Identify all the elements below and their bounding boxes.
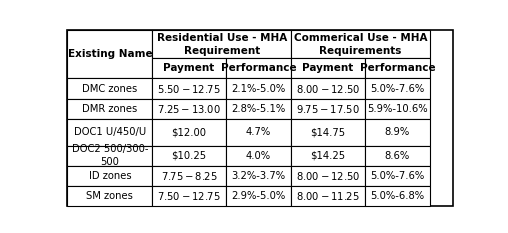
Text: 3.2%-3.7%: 3.2%-3.7% [231, 171, 285, 181]
Bar [68, 119, 152, 146]
Text: DMR zones: DMR zones [82, 103, 138, 113]
Text: $12.00: $12.00 [172, 127, 206, 137]
Text: Performance: Performance [220, 63, 296, 73]
Text: $7.50-$12.75: $7.50-$12.75 [157, 190, 221, 202]
Bar [226, 146, 291, 165]
Bar [365, 58, 430, 79]
Bar [68, 185, 152, 206]
Text: $5.50-$12.75: $5.50-$12.75 [157, 82, 221, 95]
Bar [152, 146, 226, 165]
Text: 2.1%-5.0%: 2.1%-5.0% [231, 83, 285, 93]
Text: $7.75-$8.25: $7.75-$8.25 [161, 170, 217, 182]
Bar [226, 79, 291, 99]
Text: Performance: Performance [360, 63, 435, 73]
Bar [365, 119, 430, 146]
Text: Existing Name: Existing Name [68, 49, 152, 59]
Text: SM zones: SM zones [86, 191, 133, 201]
Bar [291, 99, 365, 119]
Text: 5.9%-10.6%: 5.9%-10.6% [367, 103, 428, 113]
Bar [291, 146, 365, 165]
Text: $8.00-$12.50: $8.00-$12.50 [296, 82, 360, 95]
Text: $8.00-$12.50: $8.00-$12.50 [296, 170, 360, 182]
Text: $14.25: $14.25 [310, 151, 345, 161]
Bar [152, 30, 291, 58]
Bar [152, 79, 226, 99]
Text: 2.8%-5.1%: 2.8%-5.1% [231, 103, 285, 113]
Text: 4.7%: 4.7% [246, 127, 271, 137]
Bar [68, 30, 152, 79]
Text: 4.0%: 4.0% [246, 151, 271, 161]
Text: Payment: Payment [302, 63, 354, 73]
Bar [68, 146, 152, 165]
Bar [291, 165, 365, 185]
Bar [226, 119, 291, 146]
Bar [68, 165, 152, 185]
Text: $14.75: $14.75 [310, 127, 345, 137]
Bar [152, 58, 226, 79]
Bar [226, 185, 291, 206]
Bar [226, 58, 291, 79]
Text: DMC zones: DMC zones [82, 83, 138, 93]
Text: 5.0%-7.6%: 5.0%-7.6% [370, 171, 425, 181]
Text: DOC2 500/300-
500: DOC2 500/300- 500 [72, 144, 148, 167]
Bar [291, 119, 365, 146]
Text: ID zones: ID zones [88, 171, 131, 181]
Text: $10.25: $10.25 [171, 151, 207, 161]
Bar [152, 165, 226, 185]
Bar [365, 99, 430, 119]
Text: DOC1 U/450/U: DOC1 U/450/U [74, 127, 146, 137]
Text: Residential Use - MHA
Requirement: Residential Use - MHA Requirement [156, 33, 287, 56]
Bar [152, 99, 226, 119]
Bar [226, 99, 291, 119]
Bar [365, 165, 430, 185]
Bar [152, 185, 226, 206]
Text: 8.9%: 8.9% [385, 127, 410, 137]
Text: Payment: Payment [164, 63, 214, 73]
Text: Commerical Use - MHA
Requirements: Commerical Use - MHA Requirements [294, 33, 427, 56]
Text: $9.75-$17.50: $9.75-$17.50 [296, 103, 360, 115]
Text: 5.0%-7.6%: 5.0%-7.6% [370, 83, 425, 93]
Bar [226, 165, 291, 185]
Bar [291, 30, 430, 58]
Text: $7.25-$13.00: $7.25-$13.00 [157, 103, 221, 115]
Bar [365, 79, 430, 99]
Bar [291, 185, 365, 206]
Text: 8.6%: 8.6% [385, 151, 410, 161]
Bar [68, 79, 152, 99]
Text: $8.00-$11.25: $8.00-$11.25 [296, 190, 360, 202]
Bar [152, 119, 226, 146]
Text: 2.9%-5.0%: 2.9%-5.0% [231, 191, 285, 201]
Bar [291, 58, 365, 79]
Bar [68, 99, 152, 119]
Bar [365, 185, 430, 206]
Bar [365, 146, 430, 165]
Text: 5.0%-6.8%: 5.0%-6.8% [370, 191, 424, 201]
Bar [291, 79, 365, 99]
